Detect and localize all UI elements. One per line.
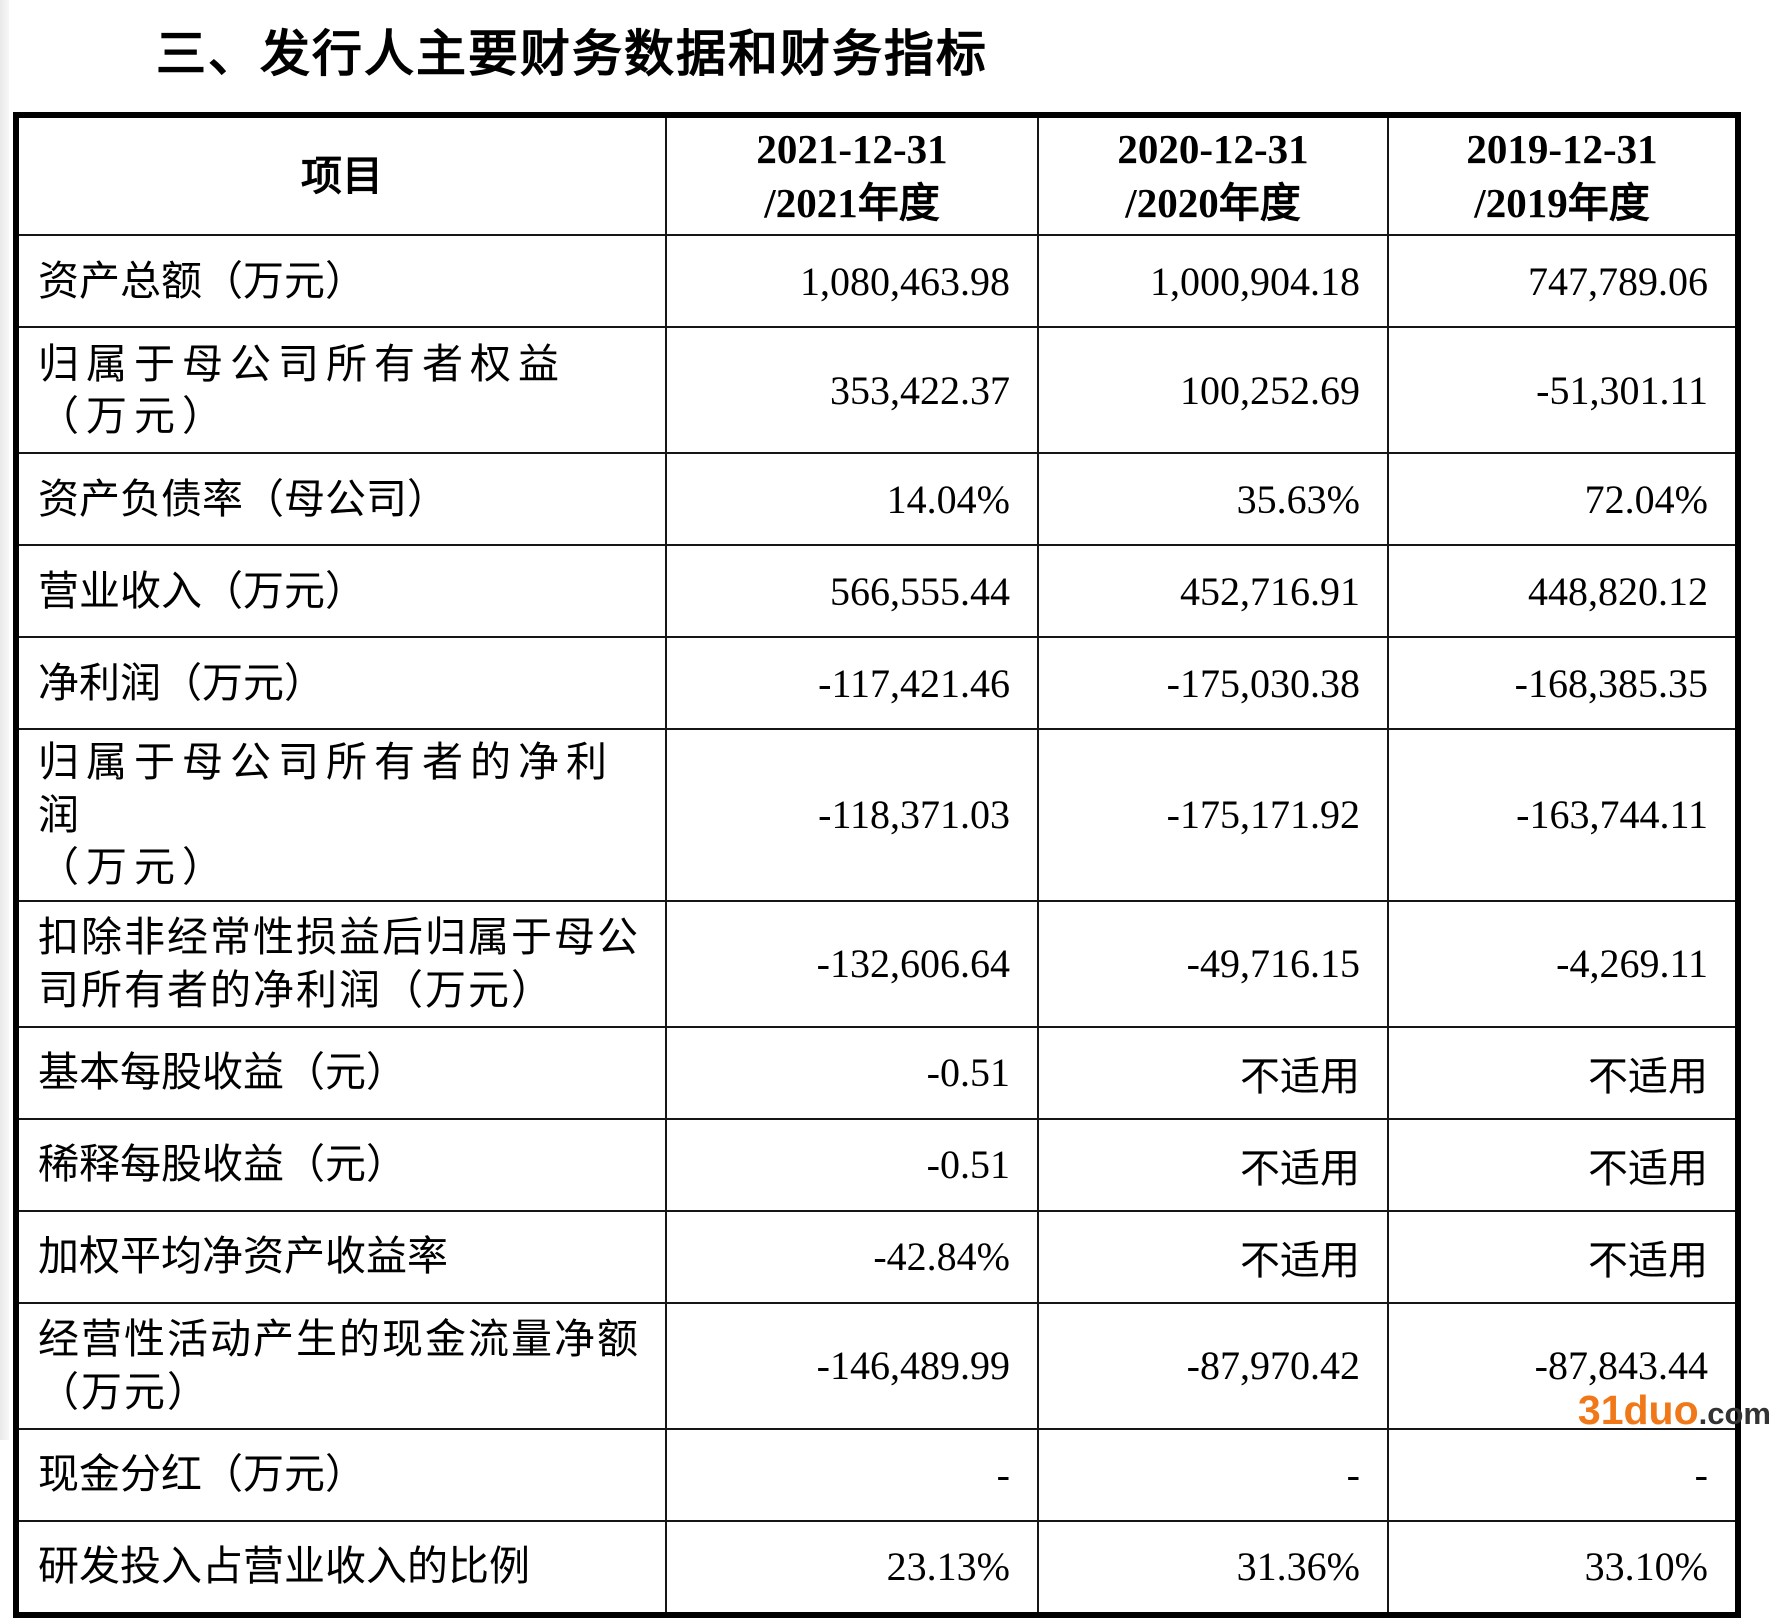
row-value: 23.13% — [665, 1519, 1039, 1616]
row-value: -87,970.42 — [1037, 1301, 1389, 1430]
watermark-suffix: .com — [1698, 1396, 1771, 1431]
col-header-period-2020: 2020-12-31 /2020年度 — [1037, 113, 1389, 237]
table-row: 研发投入占营业收入的比例 23.13% 31.36% 33.10% — [15, 1519, 1739, 1616]
row-value: 100,252.69 — [1037, 326, 1389, 455]
table-row: 归属于母公司所有者权益 （万元） 353,422.37 100,252.69 -51,… — [15, 326, 1739, 455]
table-body: 资产总额（万元） 1,080,463.98 1,000,904.18 747,789.… — [15, 234, 1739, 1616]
row-value: 353,422.37 — [665, 326, 1039, 455]
row-label: 研发投入占营业收入的比例 — [15, 1519, 667, 1616]
row-value: -132,606.64 — [665, 899, 1039, 1028]
row-value: -146,489.99 — [665, 1301, 1039, 1430]
row-value: 33.10% — [1387, 1519, 1739, 1616]
row-value: 448,820.12 — [1387, 544, 1739, 639]
row-value: 35.63% — [1037, 452, 1389, 547]
row-value: -117,421.46 — [665, 636, 1039, 731]
page-edge — [0, 0, 9, 1440]
table-row: 基本每股收益（元） -0.51 不适用 不适用 — [15, 1025, 1739, 1120]
row-value: 31.36% — [1037, 1519, 1389, 1616]
row-value: -168,385.35 — [1387, 636, 1739, 731]
table-row: 扣除非经常性损益后归属于母公 司所有者的净利润（万元） -132,606.64 -4… — [15, 899, 1739, 1028]
row-value: - — [665, 1427, 1039, 1522]
row-value: 不适用 — [1037, 1209, 1389, 1304]
row-value: -118,371.03 — [665, 728, 1039, 902]
financial-data-table: 项目 2021-12-31 /2021年度 2020-12-31 /2020年度… — [13, 112, 1741, 1618]
row-label: 归属于母公司所有者权益 （万元） — [15, 326, 667, 455]
table-row: 现金分红（万元） - - - — [15, 1427, 1739, 1522]
table-row: 营业收入（万元） 566,555.44 452,716.91 448,820.12 — [15, 544, 1739, 639]
row-label: 资产负债率（母公司） — [15, 452, 667, 547]
table-row: 归属于母公司所有者的净利润 （万元） -118,371.03 -175,171.92… — [15, 728, 1739, 902]
table-row: 稀释每股收益（元） -0.51 不适用 不适用 — [15, 1117, 1739, 1212]
row-label: 营业收入（万元） — [15, 544, 667, 639]
table-row: 经营性活动产生的现金流量净额 （万元） -146,489.99 -87,970.42… — [15, 1301, 1739, 1430]
row-value: 不适用 — [1387, 1025, 1739, 1120]
row-label: 基本每股收益（元） — [15, 1025, 667, 1120]
row-label: 扣除非经常性损益后归属于母公 司所有者的净利润（万元） — [15, 899, 667, 1028]
row-value: -87,843.44 — [1387, 1301, 1739, 1430]
row-value: -163,744.11 — [1387, 728, 1739, 902]
row-label: 净利润（万元） — [15, 636, 667, 731]
table-row: 加权平均净资产收益率 -42.84% 不适用 不适用 — [15, 1209, 1739, 1304]
row-value: 不适用 — [1037, 1117, 1389, 1212]
row-value: 566,555.44 — [665, 544, 1039, 639]
row-value: 72.04% — [1387, 452, 1739, 547]
row-value: 不适用 — [1387, 1117, 1739, 1212]
row-value: 1,080,463.98 — [665, 234, 1039, 329]
col-header-period-2019: 2019-12-31 /2019年度 — [1387, 113, 1739, 237]
row-value: 452,716.91 — [1037, 544, 1389, 639]
row-value: -0.51 — [665, 1117, 1039, 1212]
row-value: 不适用 — [1387, 1209, 1739, 1304]
row-label: 加权平均净资产收益率 — [15, 1209, 667, 1304]
row-value: -51,301.11 — [1387, 326, 1739, 455]
row-value: - — [1037, 1427, 1389, 1522]
row-value: -0.51 — [665, 1025, 1039, 1120]
row-value: 747,789.06 — [1387, 234, 1739, 329]
col-header-period-2021: 2021-12-31 /2021年度 — [665, 113, 1039, 237]
table-row: 净利润（万元） -117,421.46 -175,030.38 -168,385.35 — [15, 636, 1739, 731]
header-row: 项目 2021-12-31 /2021年度 2020-12-31 /2020年度… — [15, 113, 1739, 237]
row-value: -4,269.11 — [1387, 899, 1739, 1028]
row-label: 现金分红（万元） — [15, 1427, 667, 1522]
row-value: 14.04% — [665, 452, 1039, 547]
watermark: 31duo.com — [1578, 1387, 1771, 1434]
row-label: 经营性活动产生的现金流量净额 （万元） — [15, 1301, 667, 1430]
row-value: 1,000,904.18 — [1037, 234, 1389, 329]
row-label: 资产总额（万元） — [15, 234, 667, 329]
row-label: 稀释每股收益（元） — [15, 1117, 667, 1212]
table-row: 资产总额（万元） 1,080,463.98 1,000,904.18 747,789.… — [15, 234, 1739, 329]
watermark-brand: 31duo — [1577, 1387, 1699, 1433]
row-value: -175,030.38 — [1037, 636, 1389, 731]
col-header-item: 项目 — [15, 113, 667, 237]
page-title: 三、发行人主要财务数据和财务指标 — [156, 26, 988, 82]
row-value: -49,716.15 — [1037, 899, 1389, 1028]
table-row: 资产负债率（母公司） 14.04% 35.63% 72.04% — [15, 452, 1739, 547]
row-label: 归属于母公司所有者的净利润 （万元） — [15, 728, 667, 902]
row-value: -175,171.92 — [1037, 728, 1389, 902]
row-value: 不适用 — [1037, 1025, 1389, 1120]
row-value: - — [1387, 1427, 1739, 1522]
row-value: -42.84% — [665, 1209, 1039, 1304]
